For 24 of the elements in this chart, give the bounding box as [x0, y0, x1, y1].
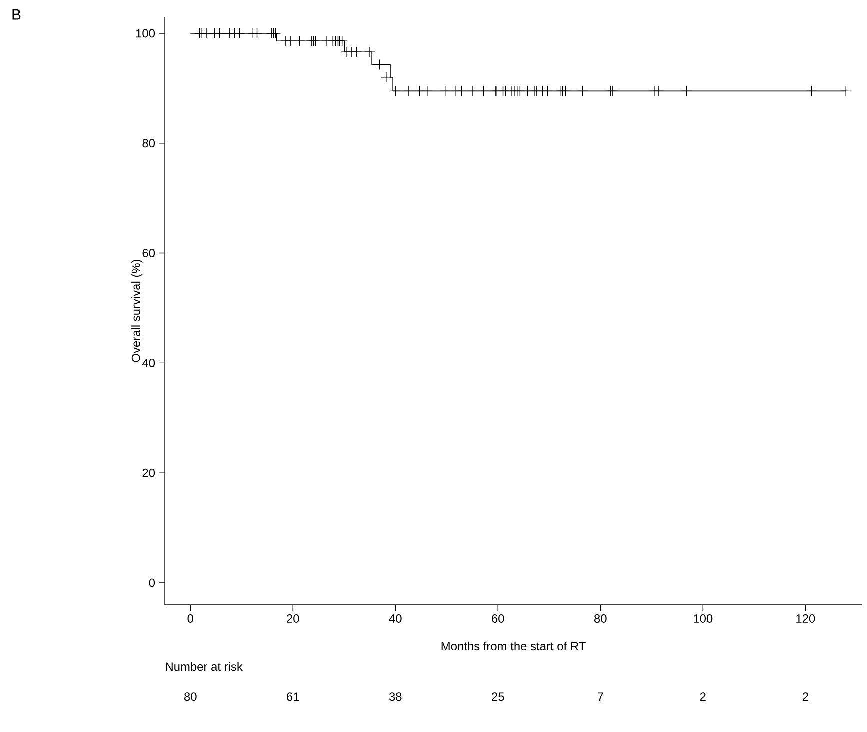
text: 7: [598, 692, 604, 701]
y-tick-label: 80: [142, 139, 156, 148]
text: 61: [287, 692, 300, 702]
x-tick-label: 60: [492, 614, 504, 623]
text: 2: [802, 692, 808, 701]
text: B: [12, 10, 21, 20]
x-tick-label: 80: [594, 614, 607, 623]
text: 2: [700, 692, 706, 701]
text: 80: [184, 692, 197, 702]
y-tick-label: 20: [142, 468, 156, 478]
x-axis-title: Months from the start of RT: [442, 642, 586, 651]
x-tick-label: 100: [694, 614, 713, 623]
y-axis-title: Overall survival (%): [132, 260, 143, 362]
text: 25: [492, 692, 504, 702]
y-tick-label: 100: [136, 29, 156, 38]
y-tick-label: 0: [149, 578, 156, 588]
x-tick-label: 40: [389, 614, 402, 623]
text: 38: [389, 692, 402, 702]
x-tick-label: 20: [287, 614, 300, 623]
x-tick-label: 0: [188, 614, 194, 623]
text: Number at risk: [166, 662, 243, 672]
y-tick-label: 60: [142, 249, 156, 258]
x-tick-label: 120: [796, 614, 816, 623]
y-tick-label: 40: [142, 358, 156, 368]
